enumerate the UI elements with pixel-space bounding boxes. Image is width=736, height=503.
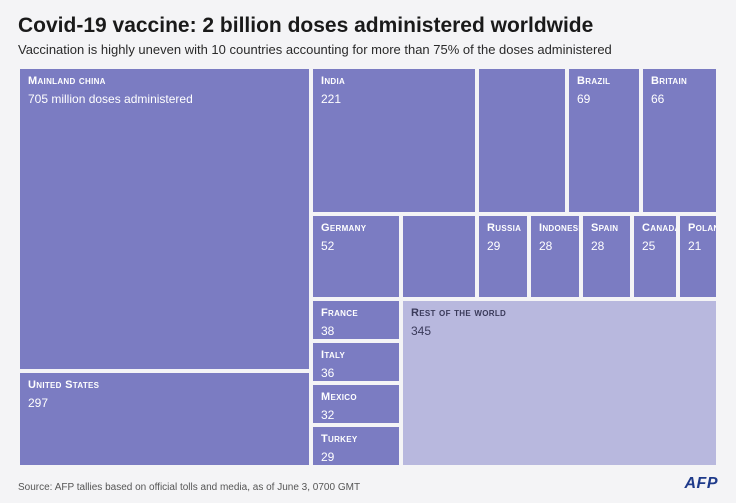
cell-value: 28: [591, 239, 622, 253]
cell-label: Britain: [651, 75, 708, 88]
cell-value: 705 million doses administered: [28, 92, 301, 106]
treemap-cell: Germany 52: [311, 214, 401, 299]
cell-label: Poland: [688, 222, 708, 235]
chart-subtitle: Vaccination is highly uneven with 10 cou…: [18, 42, 718, 57]
cell-label: Rest of the world: [411, 307, 708, 320]
cell-label: France: [321, 307, 391, 320]
cell-value: 29: [321, 450, 391, 464]
cell-label: Brazil: [577, 75, 631, 88]
treemap-cell: Britain 66: [641, 67, 718, 214]
cell-value: 221: [321, 92, 467, 106]
treemap-cell: Poland 21: [678, 214, 718, 299]
treemap-cell: Mainland china 705 million doses administ…: [18, 67, 311, 371]
cell-value: 297: [28, 396, 301, 410]
source-text: Source: AFP tallies based on official to…: [18, 482, 360, 493]
cell-label: Mexico: [321, 391, 391, 404]
cell-value: 25: [642, 239, 668, 253]
treemap-cell: Canada 25: [632, 214, 678, 299]
treemap-cell: Brazil 69: [567, 67, 641, 214]
cell-label: Russia: [487, 222, 519, 235]
treemap-cell: Indonesia 28: [529, 214, 581, 299]
chart-title: Covid-19 vaccine: 2 billion doses admini…: [18, 14, 718, 38]
treemap-cell: Mexico 32: [311, 383, 401, 425]
treemap-cell: Rest of the world 345: [401, 299, 718, 467]
cell-value: 66: [651, 92, 708, 106]
treemap-cell: France 38: [311, 299, 401, 341]
cell-value: 52: [321, 239, 391, 253]
treemap-cell: Russia 29: [477, 214, 529, 299]
treemap-cell: India 221: [311, 67, 477, 214]
treemap-chart: Mainland china 705 million doses administ…: [18, 67, 718, 467]
infographic-container: Covid-19 vaccine: 2 billion doses admini…: [0, 0, 736, 503]
cell-label: Mainland china: [28, 75, 301, 88]
cell-label: Italy: [321, 349, 391, 362]
cell-label: Turkey: [321, 433, 391, 446]
cell-value: 345: [411, 324, 708, 338]
cell-value: 38: [321, 324, 391, 338]
treemap-cell: United States 297: [18, 371, 311, 467]
treemap-cell: Turkey 29: [311, 425, 401, 467]
treemap-cell: Spain 28: [581, 214, 632, 299]
cell-label: Indonesia: [539, 222, 571, 235]
cell-value: 21: [688, 239, 708, 253]
cell-label: United States: [28, 379, 301, 392]
cell-value: 36: [321, 366, 391, 380]
cell-label: Spain: [591, 222, 622, 235]
afp-logo: AFP: [685, 475, 719, 493]
cell-value: 28: [539, 239, 571, 253]
footer: Source: AFP tallies based on official to…: [18, 475, 718, 493]
treemap-cell: Italy 36: [311, 341, 401, 383]
treemap-cell: [401, 214, 477, 299]
cell-label: India: [321, 75, 467, 88]
cell-value: 29: [487, 239, 519, 253]
cell-value: 32: [321, 408, 391, 422]
cell-label: Canada: [642, 222, 668, 235]
cell-label: Germany: [321, 222, 391, 235]
cell-value: 69: [577, 92, 631, 106]
treemap-cell: [477, 67, 567, 214]
